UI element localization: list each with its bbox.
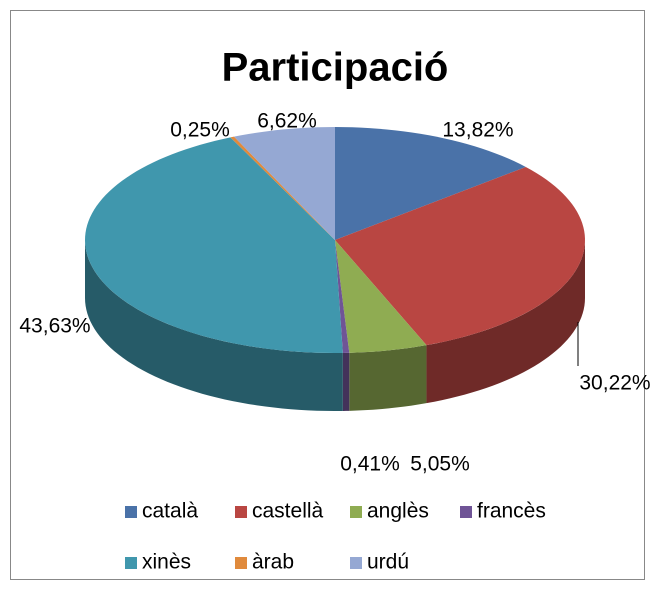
legend-swatch [235, 506, 247, 518]
legend-swatch [460, 506, 472, 518]
data-label: 0,41% [340, 453, 400, 476]
legend-label: francès [477, 500, 546, 523]
pie-slice-side [342, 352, 350, 411]
chart-title: Participació [222, 46, 449, 90]
legend-swatch [350, 557, 362, 569]
legend-swatch [125, 557, 137, 569]
legend-label: àrab [252, 551, 294, 574]
legend-swatch [125, 506, 137, 518]
pie [85, 127, 585, 411]
legend-label: castellà [252, 500, 324, 523]
pie-slice [335, 166, 585, 346]
legend-label: anglès [367, 500, 429, 523]
data-label: 6,62% [257, 110, 317, 133]
legend-label: urdú [367, 551, 409, 574]
legend-label: xinès [142, 551, 191, 574]
pie-slice-side [349, 345, 427, 411]
data-label: 13,82% [442, 119, 513, 142]
data-label: 43,63% [19, 315, 90, 338]
pie-slice [233, 127, 335, 240]
legend-swatch [235, 557, 247, 569]
pie-slice-side [426, 240, 585, 404]
legend-swatch [350, 506, 362, 518]
pie-slice [335, 127, 526, 240]
data-label: 0,25% [170, 119, 230, 142]
pie-slice [335, 240, 350, 353]
pie-slice [335, 240, 427, 353]
data-label: 5,05% [410, 453, 470, 476]
pie-slice [85, 137, 343, 353]
data-label: 30,22% [579, 372, 650, 395]
pie-slice-side [85, 240, 343, 411]
legend-label: català [142, 500, 198, 523]
pie-slice [230, 136, 335, 240]
